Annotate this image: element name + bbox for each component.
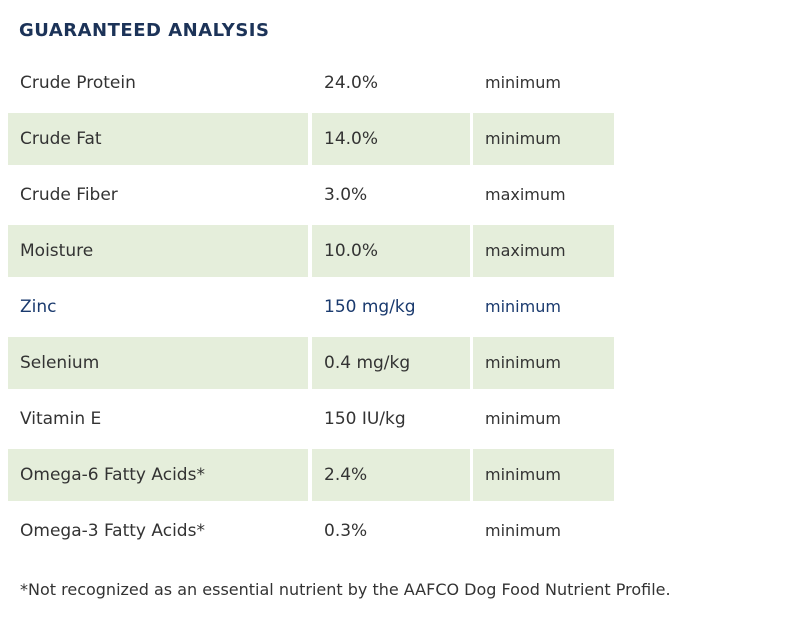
table-row: Moisture 10.0% maximum xyxy=(8,225,614,277)
amount-cell: 10.0% xyxy=(312,225,470,277)
limit-cell: minimum xyxy=(485,409,561,428)
table-row: Crude Fiber 3.0% maximum xyxy=(8,169,614,221)
nutrient-cell: Crude Protein xyxy=(20,73,136,93)
nutrient-cell: Moisture xyxy=(8,225,308,277)
limit-cell: minimum xyxy=(473,449,614,501)
nutrient-cell: Crude Fiber xyxy=(20,185,118,205)
table-row: Crude Protein 24.0% minimum xyxy=(8,57,614,109)
table-row: Omega-6 Fatty Acids* 2.4% minimum xyxy=(8,449,614,501)
limit-cell: minimum xyxy=(485,73,561,92)
nutrient-cell: Selenium xyxy=(8,337,308,389)
nutrient-cell: Omega-3 Fatty Acids* xyxy=(20,521,205,541)
table-row: Crude Fat 14.0% minimum xyxy=(8,113,614,165)
limit-cell: maximum xyxy=(473,225,614,277)
limit-cell: minimum xyxy=(473,113,614,165)
amount-cell: 0.3% xyxy=(324,521,368,541)
amount-cell: 150 IU/kg xyxy=(324,409,406,429)
limit-cell: minimum xyxy=(473,337,614,389)
limit-cell: minimum xyxy=(485,297,561,316)
amount-cell: 3.0% xyxy=(324,185,368,205)
nutrient-cell: Vitamin E xyxy=(20,409,102,429)
table-row: Selenium 0.4 mg/kg minimum xyxy=(8,337,614,389)
amount-cell: 14.0% xyxy=(312,113,470,165)
amount-cell: 2.4% xyxy=(312,449,470,501)
nutrient-cell: Zinc xyxy=(20,297,57,317)
table-row: Zinc 150 mg/kg minimum xyxy=(8,281,614,333)
footnote: *Not recognized as an essential nutrient… xyxy=(20,580,671,599)
limit-cell: maximum xyxy=(485,185,566,204)
amount-cell: 0.4 mg/kg xyxy=(312,337,470,389)
nutrient-cell: Omega-6 Fatty Acids* xyxy=(8,449,308,501)
amount-cell: 24.0% xyxy=(324,73,379,93)
nutrient-cell: Crude Fat xyxy=(8,113,308,165)
amount-cell: 150 mg/kg xyxy=(324,297,416,317)
title: GUARANTEED ANALYSIS xyxy=(19,20,270,41)
table-row: Omega-3 Fatty Acids* 0.3% minimum xyxy=(8,505,614,557)
table-row: Vitamin E 150 IU/kg minimum xyxy=(8,393,614,445)
limit-cell: minimum xyxy=(485,521,561,540)
